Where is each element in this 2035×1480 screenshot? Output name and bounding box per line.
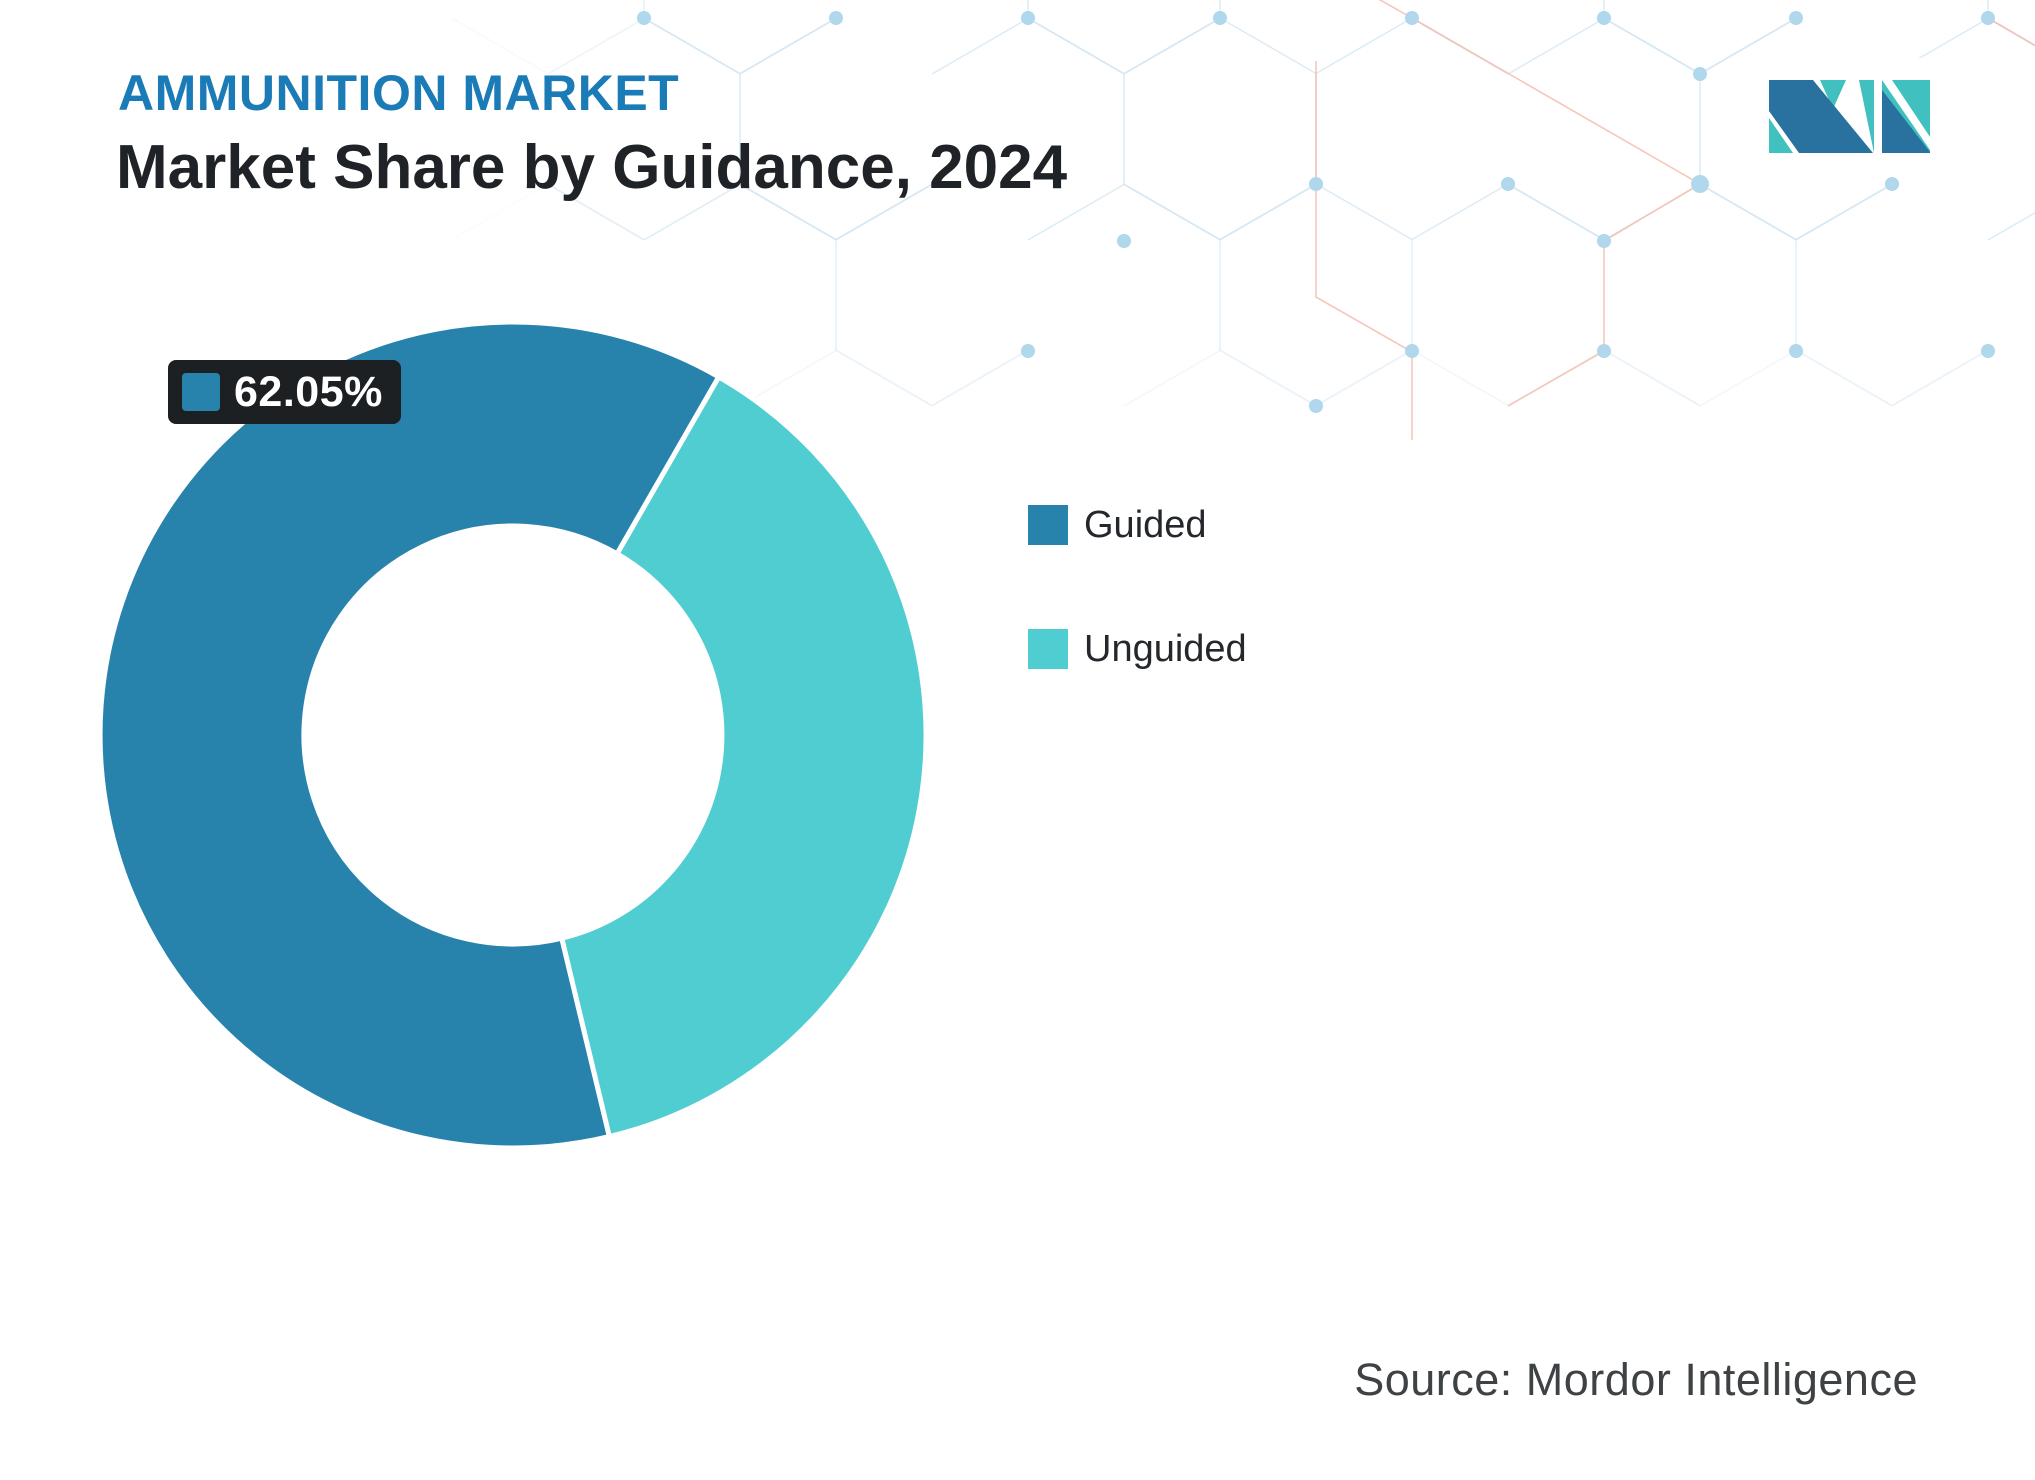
data-label-swatch	[182, 373, 220, 411]
report-eyebrow: AMMUNITION MARKET	[118, 65, 680, 121]
legend-label: Unguided	[1084, 628, 1247, 670]
pie-slice-guided[interactable]	[97, 319, 722, 1151]
legend-item-unguided[interactable]: Unguided	[1028, 629, 1247, 669]
data-label-value: 62.05%	[234, 367, 383, 416]
page-title: Market Share by Guidance, 2024	[116, 133, 1068, 202]
logo-m-glyph	[1769, 80, 1930, 153]
legend-swatch-guided	[1028, 505, 1068, 545]
legend-swatch-unguided	[1028, 629, 1068, 669]
data-label: 62.05%	[168, 360, 401, 424]
legend-label: Guided	[1084, 504, 1207, 546]
chart-legend: Guided Unguided	[1028, 505, 1247, 753]
mordor-intelligence-logo[interactable]	[1747, 58, 1952, 175]
pie-slice-unguided[interactable]	[559, 374, 929, 1140]
source-attribution: Source: Mordor Intelligence	[1354, 1354, 1918, 1405]
donut-chart	[97, 319, 929, 1151]
legend-item-guided[interactable]: Guided	[1028, 505, 1247, 545]
